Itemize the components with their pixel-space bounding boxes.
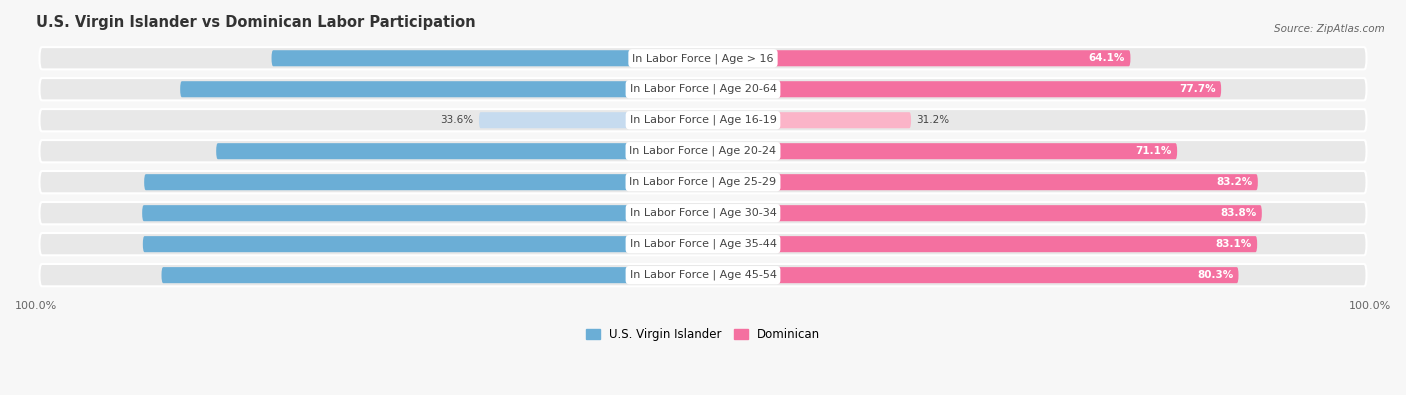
Text: 33.6%: 33.6% (440, 115, 474, 125)
FancyBboxPatch shape (39, 233, 1367, 255)
FancyBboxPatch shape (39, 78, 1367, 100)
FancyBboxPatch shape (703, 174, 1258, 190)
FancyBboxPatch shape (703, 267, 1239, 283)
Text: 83.8%: 83.8% (1220, 208, 1257, 218)
Text: In Labor Force | Age 16-19: In Labor Force | Age 16-19 (630, 115, 776, 126)
Text: 31.2%: 31.2% (917, 115, 949, 125)
FancyBboxPatch shape (217, 143, 703, 159)
Text: 83.8%: 83.8% (650, 177, 686, 187)
FancyBboxPatch shape (39, 171, 1367, 193)
FancyBboxPatch shape (39, 202, 1367, 224)
Text: 80.3%: 80.3% (1197, 270, 1233, 280)
Text: In Labor Force | Age 45-54: In Labor Force | Age 45-54 (630, 270, 776, 280)
FancyBboxPatch shape (39, 140, 1367, 162)
FancyBboxPatch shape (142, 205, 703, 221)
Text: In Labor Force | Age 20-64: In Labor Force | Age 20-64 (630, 84, 776, 94)
Text: 81.2%: 81.2% (650, 270, 686, 280)
FancyBboxPatch shape (703, 143, 1177, 159)
Legend: U.S. Virgin Islander, Dominican: U.S. Virgin Islander, Dominican (581, 324, 825, 346)
FancyBboxPatch shape (162, 267, 703, 283)
Text: 78.4%: 78.4% (650, 84, 686, 94)
Text: 83.2%: 83.2% (1216, 177, 1253, 187)
FancyBboxPatch shape (703, 50, 1130, 66)
FancyBboxPatch shape (143, 236, 703, 252)
FancyBboxPatch shape (703, 81, 1222, 97)
FancyBboxPatch shape (479, 112, 703, 128)
FancyBboxPatch shape (703, 236, 1257, 252)
Text: 84.0%: 84.0% (650, 239, 686, 249)
Text: 77.7%: 77.7% (1180, 84, 1216, 94)
FancyBboxPatch shape (39, 47, 1367, 70)
FancyBboxPatch shape (703, 205, 1261, 221)
Text: U.S. Virgin Islander vs Dominican Labor Participation: U.S. Virgin Islander vs Dominican Labor … (37, 15, 475, 30)
Text: In Labor Force | Age 25-29: In Labor Force | Age 25-29 (630, 177, 776, 188)
FancyBboxPatch shape (145, 174, 703, 190)
Text: 64.7%: 64.7% (650, 53, 686, 63)
Text: 64.1%: 64.1% (1088, 53, 1125, 63)
Text: 83.1%: 83.1% (1216, 239, 1251, 249)
FancyBboxPatch shape (271, 50, 703, 66)
Text: In Labor Force | Age 30-34: In Labor Force | Age 30-34 (630, 208, 776, 218)
Text: Source: ZipAtlas.com: Source: ZipAtlas.com (1274, 24, 1385, 34)
FancyBboxPatch shape (703, 112, 911, 128)
FancyBboxPatch shape (39, 264, 1367, 286)
FancyBboxPatch shape (180, 81, 703, 97)
Text: 71.1%: 71.1% (1136, 146, 1171, 156)
Text: 84.1%: 84.1% (650, 208, 686, 218)
FancyBboxPatch shape (39, 109, 1367, 132)
Text: In Labor Force | Age 20-24: In Labor Force | Age 20-24 (630, 146, 776, 156)
Text: In Labor Force | Age 35-44: In Labor Force | Age 35-44 (630, 239, 776, 249)
Text: 73.0%: 73.0% (650, 146, 686, 156)
Text: In Labor Force | Age > 16: In Labor Force | Age > 16 (633, 53, 773, 64)
